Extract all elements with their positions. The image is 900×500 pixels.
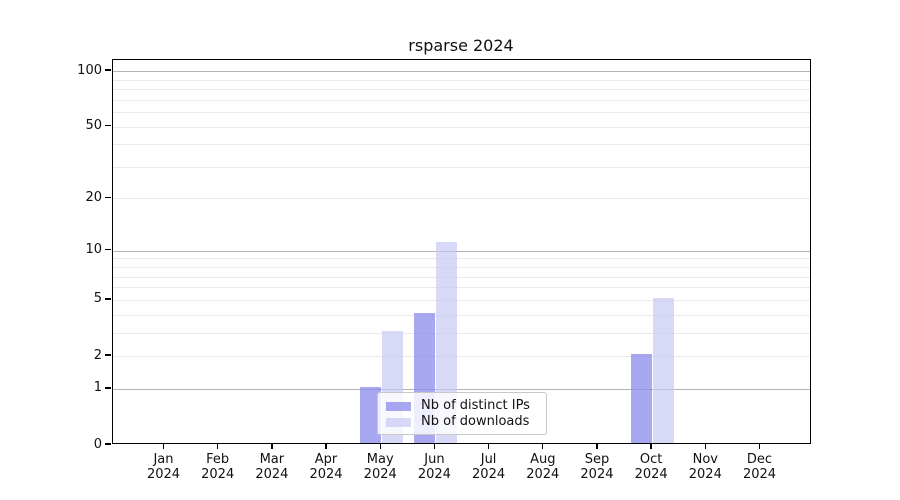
x-tick-label: Sep 2024 [580, 452, 614, 482]
x-tick-label: Jan 2024 [146, 452, 181, 482]
plot-area [112, 59, 811, 444]
legend-item-downloads: Nb of downloads [386, 414, 538, 430]
legend-label: Nb of downloads [421, 414, 530, 429]
gridline-minor [113, 332, 810, 334]
y-tick-mark [105, 196, 111, 199]
legend-label: Nb of distinct IPs [421, 398, 530, 413]
gridline-minor [113, 79, 810, 81]
gridline-minor [113, 112, 810, 114]
x-tick-mark [162, 443, 165, 449]
gridline-major [113, 71, 810, 73]
x-tick-label: Feb 2024 [201, 452, 235, 482]
bar-downloads-oct-2024 [652, 297, 674, 443]
x-tick-mark [704, 443, 706, 449]
y-tick-mark [105, 69, 111, 71]
x-tick-label: Dec 2024 [742, 452, 777, 482]
y-tick-mark [105, 354, 111, 356]
gridline-minor [113, 126, 810, 128]
chart-title: rsparse 2024 [408, 36, 514, 55]
x-tick-mark [758, 443, 761, 449]
y-tick-label: 20 [85, 189, 102, 205]
y-tick-label: 100 [77, 62, 102, 78]
y-tick-mark [105, 443, 111, 445]
bar-distinct-ips-may-2024 [359, 386, 381, 443]
y-tick-mark [105, 124, 111, 127]
y-tick-mark [105, 249, 111, 251]
legend-item-distinct-ips: Nb of distinct IPs [386, 398, 538, 414]
gridline-minor [113, 89, 810, 91]
y-tick-mark [105, 387, 111, 389]
gridline-minor [113, 198, 810, 200]
gridline-minor [113, 267, 810, 269]
gridline-major [113, 388, 810, 390]
y-tick-label: 5 [93, 291, 102, 307]
y-tick-mark [105, 298, 111, 300]
gridline-major [113, 250, 810, 252]
y-tick-label: 1 [93, 380, 102, 396]
legend-swatch-downloads-icon [386, 417, 411, 427]
x-tick-label: Mar 2024 [255, 452, 289, 482]
x-tick-mark [487, 443, 490, 449]
bar-distinct-ips-oct-2024 [630, 354, 652, 443]
y-tick-label: 50 [85, 118, 102, 134]
y-tick-label: 2 [93, 347, 102, 363]
y-tick-label: 10 [85, 242, 102, 258]
gridline-minor [113, 258, 810, 260]
x-tick-label: Apr 2024 [309, 452, 343, 482]
gridline-minor [113, 314, 810, 316]
gridline-minor [113, 166, 810, 168]
gridline-minor [113, 299, 810, 301]
x-tick-label: May 2024 [363, 452, 397, 482]
gridline-minor [113, 356, 810, 357]
legend-swatch-distinct-ips-icon [386, 401, 411, 411]
gridline-minor [113, 276, 810, 278]
x-tick-mark [271, 443, 273, 449]
gridline-minor [113, 287, 810, 289]
x-tick-mark [325, 443, 327, 449]
gridline-minor [113, 144, 810, 146]
x-tick-mark [650, 443, 652, 449]
x-tick-mark [542, 443, 544, 449]
x-tick-mark [596, 443, 598, 449]
legend: Nb of distinct IPs Nb of downloads [377, 392, 547, 435]
x-tick-mark [379, 443, 381, 449]
x-tick-label: Jul 2024 [472, 452, 506, 482]
x-tick-label: Jun 2024 [417, 452, 451, 482]
gridline-minor [113, 99, 810, 101]
x-tick-label: Oct 2024 [634, 452, 668, 482]
x-tick-mark [433, 443, 436, 449]
x-tick-label: Aug 2024 [526, 452, 560, 482]
x-tick-label: Nov 2024 [688, 452, 722, 482]
x-tick-mark [216, 443, 219, 449]
y-tick-label: 0 [93, 436, 102, 452]
